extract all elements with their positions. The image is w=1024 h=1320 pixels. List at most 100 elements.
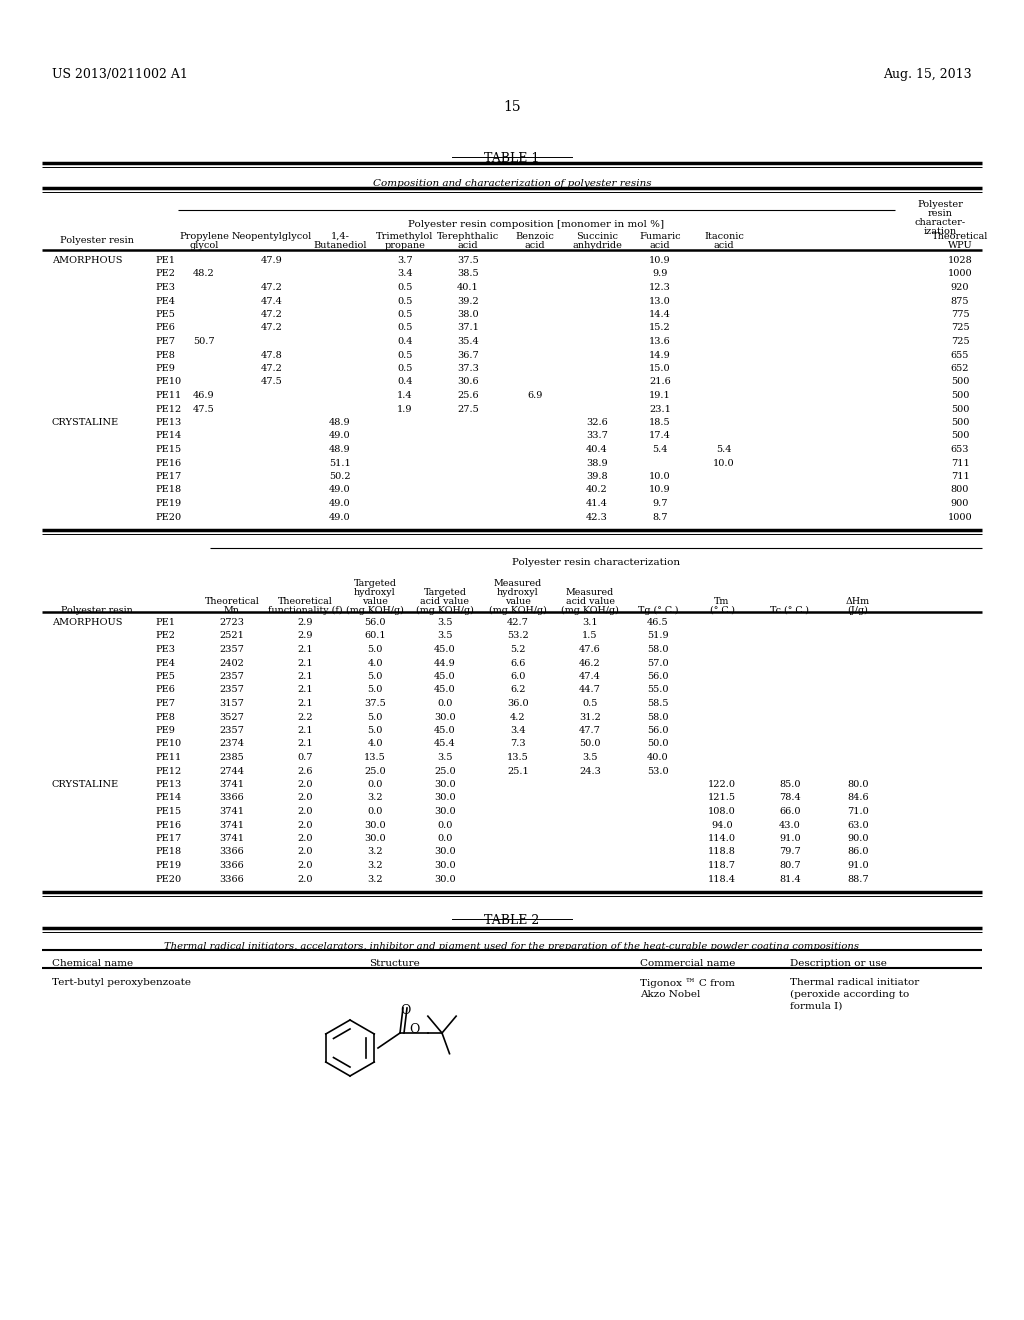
Text: 40.2: 40.2 [586,486,608,495]
Text: PE11: PE11 [155,391,181,400]
Text: Tigonox ™ C from: Tigonox ™ C from [640,978,735,987]
Text: 81.4: 81.4 [779,874,801,883]
Text: anhydride: anhydride [572,242,622,249]
Text: 47.5: 47.5 [261,378,283,387]
Text: 3.2: 3.2 [368,874,383,883]
Text: (mg KOH/g): (mg KOH/g) [489,606,547,615]
Text: Measured: Measured [566,587,614,597]
Text: 0.5: 0.5 [397,310,413,319]
Text: Theoretical: Theoretical [932,232,988,242]
Text: resin: resin [928,209,952,218]
Text: PE16: PE16 [155,458,181,467]
Text: 37.1: 37.1 [457,323,479,333]
Text: 10.0: 10.0 [713,458,735,467]
Text: Thermal radical initiator: Thermal radical initiator [790,978,920,987]
Text: 71.0: 71.0 [847,807,869,816]
Text: PE8: PE8 [155,713,175,722]
Text: Propylene: Propylene [179,232,229,242]
Text: 118.7: 118.7 [708,861,736,870]
Text: 3527: 3527 [219,713,245,722]
Text: 122.0: 122.0 [708,780,736,789]
Text: 13.5: 13.5 [365,752,386,762]
Text: 30.0: 30.0 [434,874,456,883]
Text: 53.0: 53.0 [647,767,669,776]
Text: 32.6: 32.6 [586,418,608,426]
Text: PE18: PE18 [155,847,181,857]
Text: 18.5: 18.5 [649,418,671,426]
Text: 653: 653 [950,445,970,454]
Text: PE14: PE14 [155,793,181,803]
Text: Targeted: Targeted [424,587,467,597]
Text: 47.2: 47.2 [261,282,283,292]
Text: 500: 500 [951,432,969,441]
Text: 2.0: 2.0 [297,874,312,883]
Text: Polyester resin: Polyester resin [60,236,134,246]
Text: PE15: PE15 [155,445,181,454]
Text: 6.9: 6.9 [527,391,543,400]
Text: 36.0: 36.0 [507,700,528,708]
Text: 85.0: 85.0 [779,780,801,789]
Text: PE4: PE4 [155,659,175,668]
Text: 38.5: 38.5 [457,269,479,279]
Text: 1000: 1000 [947,512,973,521]
Text: 2.0: 2.0 [297,847,312,857]
Text: 30.0: 30.0 [434,807,456,816]
Text: AMORPHOUS: AMORPHOUS [52,618,123,627]
Text: 2.0: 2.0 [297,821,312,829]
Text: (peroxide according to: (peroxide according to [790,990,909,999]
Text: 47.2: 47.2 [261,364,283,374]
Text: 10.0: 10.0 [649,473,671,480]
Text: CRYSTALINE: CRYSTALINE [52,780,119,789]
Text: 5.0: 5.0 [368,672,383,681]
Text: PE6: PE6 [155,685,175,694]
Text: 2.6: 2.6 [297,767,312,776]
Text: PE17: PE17 [155,834,181,843]
Text: PE4: PE4 [155,297,175,305]
Text: PE5: PE5 [155,310,175,319]
Text: PE1: PE1 [155,618,175,627]
Text: 2521: 2521 [219,631,245,640]
Text: Aug. 15, 2013: Aug. 15, 2013 [884,69,972,81]
Text: 2385: 2385 [219,752,245,762]
Text: 44.9: 44.9 [434,659,456,668]
Text: 2357: 2357 [219,645,245,653]
Text: 5.0: 5.0 [368,685,383,694]
Text: 5.0: 5.0 [368,713,383,722]
Text: 7.3: 7.3 [510,739,525,748]
Text: 0.5: 0.5 [397,297,413,305]
Text: 47.8: 47.8 [261,351,283,359]
Text: 0.5: 0.5 [397,323,413,333]
Text: 0.4: 0.4 [397,378,413,387]
Text: Polyester resin: Polyester resin [61,606,133,615]
Text: Polyester resin composition [monomer in mol %]: Polyester resin composition [monomer in … [409,220,665,228]
Text: 2723: 2723 [219,618,245,627]
Text: Itaconic: Itaconic [705,232,744,242]
Text: 13.5: 13.5 [507,752,528,762]
Text: 30.0: 30.0 [434,861,456,870]
Text: 711: 711 [950,473,970,480]
Text: 88.7: 88.7 [847,874,868,883]
Text: 6.0: 6.0 [510,672,525,681]
Text: 0.0: 0.0 [368,780,383,789]
Text: 9.9: 9.9 [652,269,668,279]
Text: Succinic: Succinic [575,232,618,242]
Text: 2.9: 2.9 [297,631,312,640]
Text: acid: acid [649,242,671,249]
Text: 4.0: 4.0 [368,659,383,668]
Text: 58.0: 58.0 [647,645,669,653]
Text: PE18: PE18 [155,486,181,495]
Text: 3.4: 3.4 [510,726,525,735]
Text: 24.3: 24.3 [579,767,601,776]
Text: Measured: Measured [494,579,542,587]
Text: Commercial name: Commercial name [640,960,735,968]
Text: 655: 655 [951,351,969,359]
Text: WPU: WPU [947,242,973,249]
Text: 50.0: 50.0 [647,739,669,748]
Text: 12.3: 12.3 [649,282,671,292]
Text: (° C.): (° C.) [710,606,734,615]
Text: 80.0: 80.0 [847,780,868,789]
Text: 56.0: 56.0 [365,618,386,627]
Text: 78.4: 78.4 [779,793,801,803]
Text: 25.0: 25.0 [434,767,456,776]
Text: Terephthalic: Terephthalic [437,232,499,242]
